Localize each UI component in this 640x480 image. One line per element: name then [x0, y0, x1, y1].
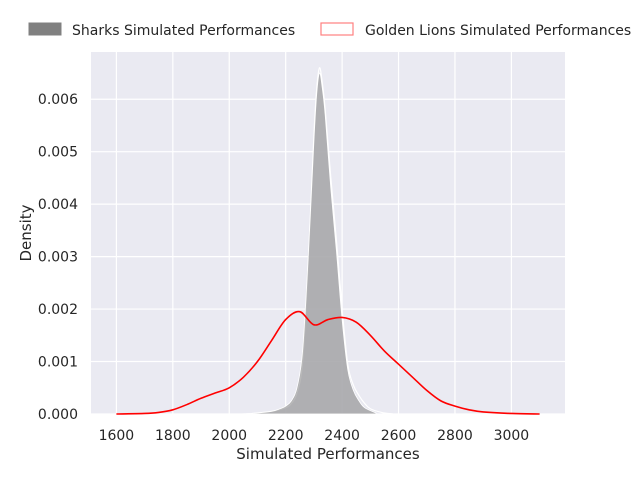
legend-label-golden-lions: Golden Lions Simulated Performances — [365, 23, 631, 39]
legend-swatch-golden-lions — [320, 22, 354, 36]
x-axis-label: Simulated Performances — [236, 445, 420, 463]
x-tick-label: 3000 — [494, 428, 530, 444]
golden-lions-density-line — [116, 310, 540, 415]
y-tick-label: 0.002 — [38, 302, 78, 318]
y-tick-label: 0.005 — [38, 145, 78, 161]
legend: Sharks Simulated Performances Golden Lio… — [28, 22, 631, 39]
series-layer — [116, 67, 540, 415]
x-tick-label: 1600 — [99, 428, 135, 444]
x-tick-label: 2400 — [324, 428, 360, 444]
x-tick-label: 2000 — [211, 428, 247, 444]
x-tick-labels: 1600 1800 2000 2200 2400 2600 2800 3000 — [99, 428, 530, 444]
legend-swatch-sharks — [28, 22, 62, 36]
y-tick-label: 0.000 — [38, 407, 78, 423]
x-tick-label: 1800 — [155, 428, 191, 444]
x-tick-label: 2600 — [381, 428, 417, 444]
y-tick-label: 0.003 — [38, 250, 78, 266]
y-tick-label: 0.006 — [38, 92, 78, 108]
x-tick-label: 2200 — [268, 428, 304, 444]
x-tick-label: 2800 — [437, 428, 473, 444]
y-tick-label: 0.004 — [38, 197, 78, 213]
sharks-density-area — [240, 72, 377, 415]
legend-label-sharks: Sharks Simulated Performances — [72, 23, 295, 39]
y-tick-label: 0.001 — [38, 355, 78, 371]
y-tick-labels: 0.000 0.001 0.002 0.003 0.004 0.005 0.006 — [38, 92, 78, 423]
y-axis-label: Density — [17, 204, 35, 261]
